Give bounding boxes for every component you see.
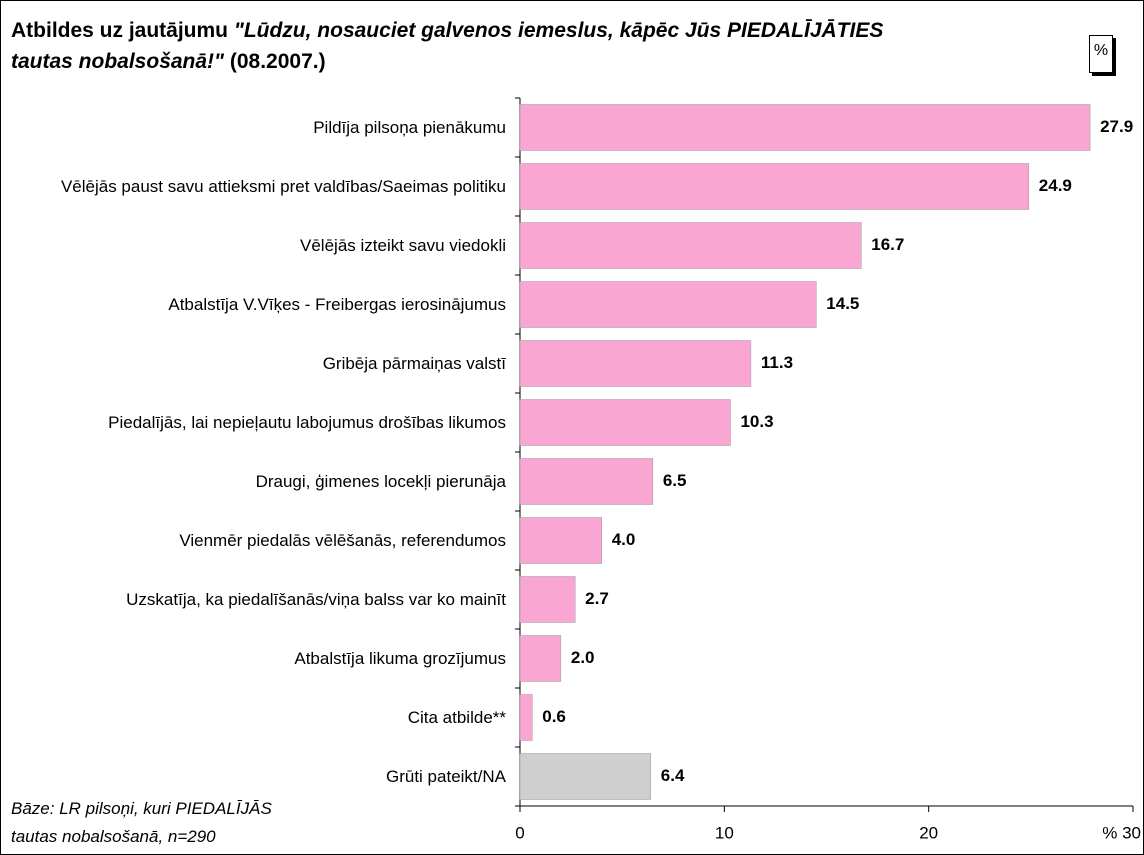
bar <box>519 458 654 505</box>
bar <box>519 399 731 446</box>
bar <box>519 517 602 564</box>
value-label: 4.0 <box>612 530 636 549</box>
value-label: 6.5 <box>663 471 687 490</box>
bar <box>519 281 817 328</box>
x-tick-label: 10 <box>715 823 734 842</box>
category-label: Vēlējās paust savu attieksmi pret valdīb… <box>60 176 506 196</box>
category-label: Vēlējās izteikt savu viedokli <box>300 235 506 255</box>
note-line: Bāze: LR pilsoņi, kuri PIEDALĪJĀS <box>11 799 272 818</box>
value-label: 10.3 <box>740 412 773 431</box>
category-label: Draugi, ģimenes locekļi pierunāja <box>255 471 506 491</box>
bar <box>519 104 1091 151</box>
category-label: Grūti pateikt/NA <box>386 766 506 786</box>
unit-box: % <box>1089 35 1113 73</box>
title-question: "Lūdzu, nosauciet galvenos iemeslus, kāp… <box>11 19 884 73</box>
value-label: 2.0 <box>571 648 595 667</box>
value-label: 6.4 <box>661 766 685 785</box>
title-date: (08.2007.) <box>229 50 326 73</box>
bar <box>519 340 752 387</box>
value-label: 24.9 <box>1039 176 1072 195</box>
chart-title: Atbildes uz jautājumu "Lūdzu, nosauciet … <box>11 15 911 77</box>
note: Bāze: LR pilsoņi, kuri PIEDALĪJĀS tautas … <box>11 795 272 851</box>
bar <box>519 635 562 682</box>
category-label: Uzskatīja, ka piedalīšanās/viņa balss va… <box>126 589 506 609</box>
bar <box>519 163 1030 210</box>
value-label: 0.6 <box>542 707 566 726</box>
value-label: 27.9 <box>1100 117 1133 136</box>
value-label: 2.7 <box>585 589 609 608</box>
category-label: Atbalstīja likuma grozījumus <box>294 648 506 668</box>
value-label: 14.5 <box>826 294 859 313</box>
category-label: Vienmēr piedalās vēlēšanās, referendumos <box>179 530 506 550</box>
bar <box>519 753 652 800</box>
value-label: 16.7 <box>871 235 904 254</box>
bar <box>519 222 862 269</box>
bar <box>519 694 533 741</box>
value-label: 11.3 <box>761 353 793 372</box>
note-line: tautas nobalsošanā, n=290 <box>11 827 216 846</box>
category-label: Atbalstīja V.Vīķes - Freibergas ierosinā… <box>168 294 506 314</box>
x-tick-label: 0 <box>515 823 524 842</box>
category-label: Pildīja pilsoņa pienākumu <box>313 117 506 137</box>
x-tick-label: 20 <box>919 823 938 842</box>
category-label: Gribēja pārmaiņas valstī <box>322 353 506 373</box>
title-part: Atbildes uz jautājumu <box>11 19 229 42</box>
category-label: Cita atbilde** <box>407 707 506 727</box>
category-label: Piedalījās, lai nepieļautu labojumus dro… <box>108 412 506 432</box>
bar <box>519 576 576 623</box>
x-tick-label: % 30 <box>1102 823 1141 842</box>
